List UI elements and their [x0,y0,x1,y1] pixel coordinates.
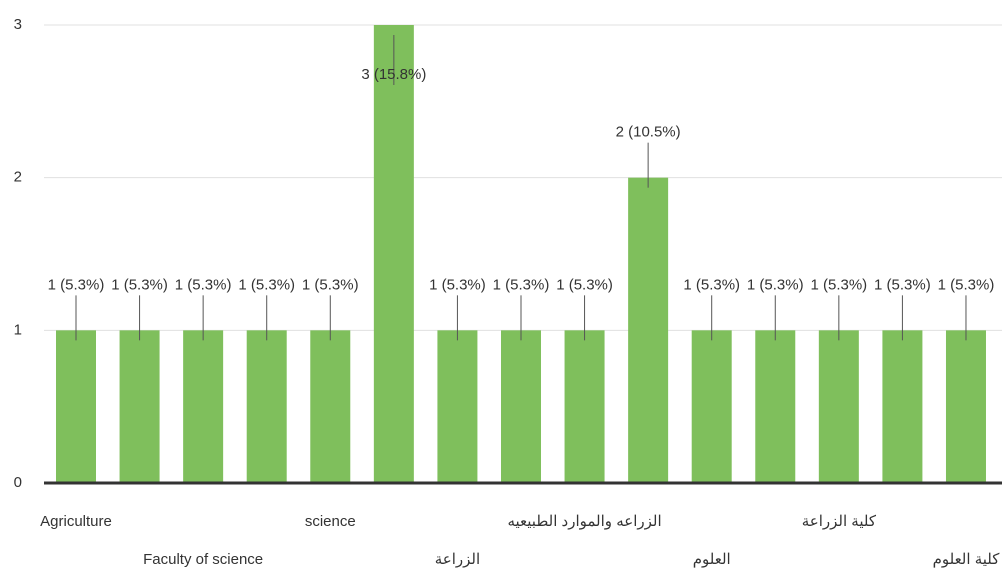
bar [691,330,732,483]
bar [564,330,605,483]
x-tick-label: العلوم [693,551,731,568]
value-label: 1 (5.3%) [810,276,867,293]
bar [56,330,96,483]
value-label: 1 (5.3%) [429,276,486,293]
bar [628,177,669,483]
x-tick-label: كلية الزراعة [802,513,877,530]
value-label: 3 (15.8%) [361,66,426,83]
x-tick-label: Agriculture [40,513,112,530]
value-label: 2 (10.5%) [616,124,681,141]
value-label: 1 (5.3%) [747,276,804,293]
bar [437,330,478,483]
value-label: 1 (5.3%) [874,276,931,293]
bar [310,330,351,483]
bar [373,25,414,483]
x-tick-label: science [305,513,356,530]
y-tick-label: 3 [14,16,22,33]
value-label: 1 (5.3%) [938,276,995,293]
x-tick-label: كلية العلوم [933,551,1001,568]
bar [818,330,859,483]
y-tick-label: 2 [14,169,22,186]
bar [882,330,923,483]
y-tick-label: 0 [14,474,22,491]
value-label: 1 (5.3%) [493,276,550,293]
x-tick-label: الزراعة [435,551,480,568]
value-label: 1 (5.3%) [238,276,295,293]
value-label: 1 (5.3%) [111,276,168,293]
y-tick-label: 1 [14,321,22,338]
x-tick-label: الزراعه والموارد الطبيعيه [507,513,661,530]
bar [945,330,986,483]
bar [500,330,541,483]
bar [183,330,224,483]
x-tick-label: Faculty of science [143,551,263,568]
bar [755,330,796,483]
bar [119,330,160,483]
value-label: 1 (5.3%) [302,276,359,293]
bar [246,330,287,483]
value-label: 1 (5.3%) [683,276,740,293]
value-label: 1 (5.3%) [175,276,232,293]
value-label: 1 (5.3%) [556,276,613,293]
value-label: 1 (5.3%) [48,276,105,293]
